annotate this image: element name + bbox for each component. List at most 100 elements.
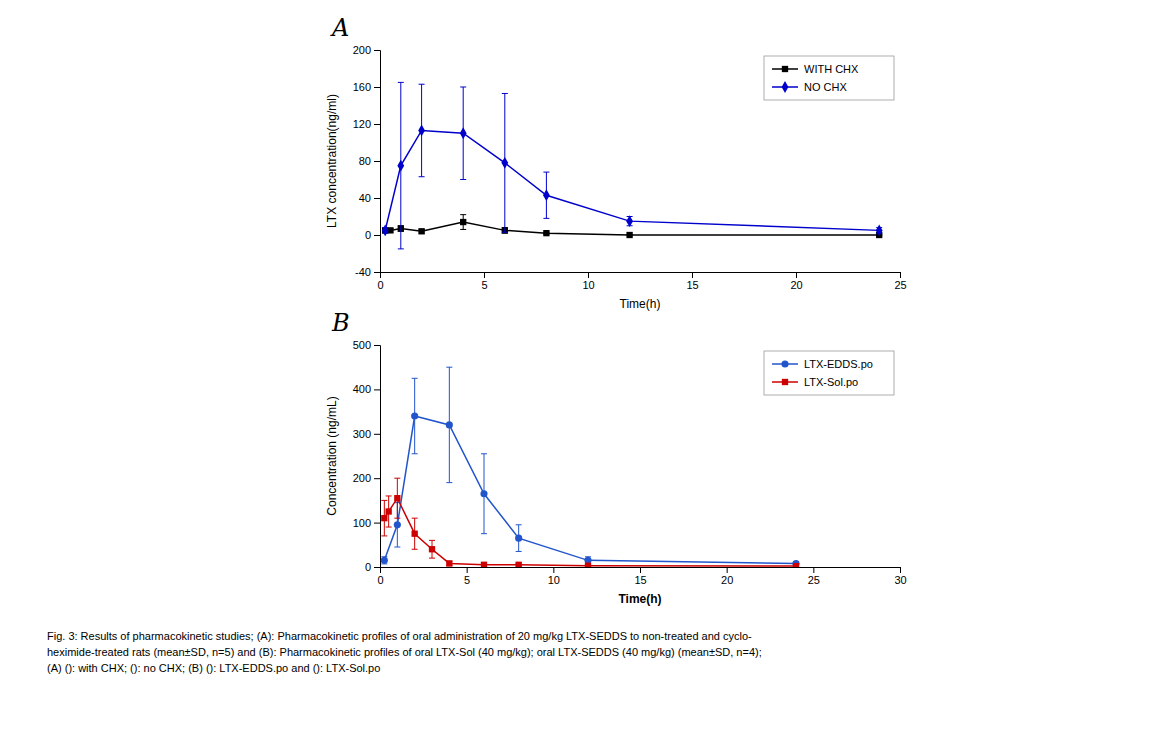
plot-area [382,82,883,249]
error-bar-cap [412,549,418,550]
tick: 25 [894,272,906,291]
tick: 200 [353,472,380,484]
tick-mark [640,567,641,573]
legend-frame [764,351,894,395]
error-bar-cap [394,518,400,519]
y-axis-label: Concentration (ng/mL) [325,396,339,515]
tick-mark [588,272,589,278]
tick-mark [374,235,380,236]
panel-label: B [331,309,350,337]
error-bar-cap [398,248,404,249]
point [418,125,425,137]
tick-label: 30 [894,574,906,586]
tick-mark [553,567,554,573]
error-bar-cap [460,214,466,215]
error-bar-cap [543,172,549,173]
error-bar [446,561,452,565]
tick: 40 [359,192,380,204]
point [481,562,487,567]
error-bar-cap [412,378,418,379]
point [382,224,389,236]
error-bar [412,378,418,453]
error-bar [502,93,508,232]
legend-label: WITH CHX [804,63,859,75]
error-bar-cap [394,478,400,479]
point [446,560,452,566]
tick: 30 [894,567,906,586]
error-bar-cap [516,551,522,552]
legend-item: WITH CHX [772,63,859,75]
point [460,219,466,225]
y-axis: 0100200300400500 [353,339,381,573]
point [381,515,387,521]
error-bar-cap [502,93,508,94]
tick-label: 25 [894,279,906,291]
tick: -40 [355,266,380,278]
error-bar-cap [460,179,466,180]
error-bar [429,540,435,558]
tick: 10 [582,272,594,291]
point [394,521,401,528]
tick: 15 [686,272,698,291]
caption-line: heximide-treated rats (mean±SD, n=5) and… [47,646,762,658]
point [386,508,392,514]
legend-label: NO CHX [804,81,847,93]
point [626,215,633,227]
legend-item: LTX-EDDS.po [772,358,873,370]
series-line [385,130,879,230]
tick: 0 [377,567,383,586]
tick-label: 0 [365,561,371,573]
point [876,224,883,236]
legend-marker [782,379,788,385]
tick: 10 [548,567,560,586]
legend-marker [782,81,789,93]
error-bar [419,84,425,177]
tick-mark [813,567,814,573]
tick-label: 20 [790,279,802,291]
tick-label: 300 [353,428,371,440]
tick-label: 5 [481,279,487,291]
point [515,535,522,542]
point [381,557,388,564]
point [543,189,550,201]
tick: 5 [481,272,487,291]
legend-marker [782,66,788,72]
tick-mark [727,567,728,573]
tick-mark [374,567,380,568]
tick-mark [692,272,693,278]
error-bar-cap [543,218,549,219]
error-bar-cap [481,533,487,534]
tick: 0 [377,272,383,291]
error-bar-cap [386,527,392,528]
tick: 80 [359,155,380,167]
error-bar-cap [412,518,418,519]
tick-label: 15 [686,279,698,291]
tick-label: 15 [634,574,646,586]
y-axis-label: LTX concentration(ng/ml) [325,94,339,228]
error-bar [516,525,522,552]
point [460,127,467,139]
error-bar-cap [429,540,435,541]
tick: 200 [353,44,380,56]
error-bar-cap [516,524,522,525]
caption: Fig. 3: Results of pharmacokinetic studi… [47,630,762,674]
tick-label: 25 [808,574,820,586]
legend-label: LTX-Sol.po [804,376,858,388]
legend-label: LTX-EDDS.po [804,358,873,370]
error-bar [412,518,418,549]
error-bar [398,82,404,249]
tick: 25 [808,567,820,586]
series [381,367,800,567]
error-bar-cap [481,453,487,454]
tick: 100 [353,517,380,529]
x-axis-label: Time(h) [618,592,661,606]
tick-label: 10 [548,574,560,586]
tick-label: 200 [353,44,371,56]
error-bar-cap [502,232,508,233]
tick-label: 120 [353,118,371,130]
error-bar-cap [381,500,387,501]
tick-mark [374,389,380,390]
tick-label: 160 [353,81,371,93]
tick: 120 [353,118,380,130]
axis-line [381,273,901,279]
